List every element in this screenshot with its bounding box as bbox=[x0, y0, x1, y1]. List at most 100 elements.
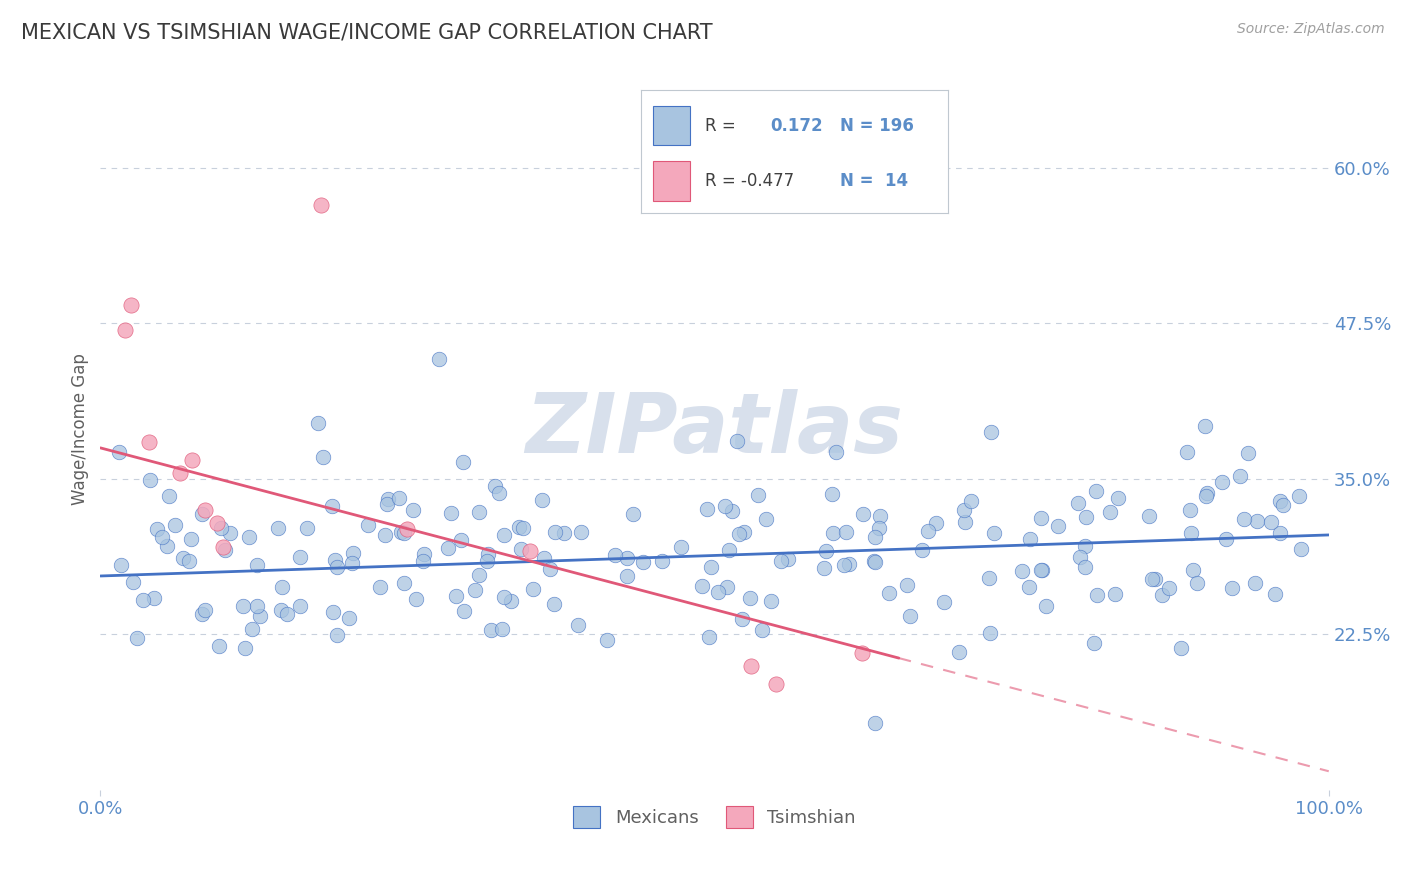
Point bbox=[522, 582, 544, 596]
Point bbox=[132, 593, 155, 607]
Point bbox=[896, 578, 918, 592]
Point bbox=[238, 530, 260, 544]
Point bbox=[475, 554, 498, 568]
Point bbox=[1220, 581, 1243, 595]
Point bbox=[1018, 532, 1040, 546]
Point bbox=[233, 640, 256, 655]
Point bbox=[696, 502, 718, 516]
Point bbox=[1288, 489, 1310, 503]
Point bbox=[765, 677, 787, 691]
Point bbox=[108, 444, 131, 458]
Point bbox=[295, 521, 318, 535]
Point bbox=[1074, 510, 1097, 524]
Point bbox=[1067, 496, 1090, 510]
Point bbox=[1215, 532, 1237, 546]
Point bbox=[519, 544, 541, 558]
Point bbox=[375, 497, 398, 511]
Point bbox=[231, 599, 253, 614]
Point bbox=[402, 503, 425, 517]
Point bbox=[697, 630, 720, 644]
Point bbox=[209, 521, 232, 535]
Point bbox=[484, 479, 506, 493]
Point bbox=[468, 505, 491, 519]
Point bbox=[1018, 580, 1040, 594]
Point bbox=[1264, 587, 1286, 601]
Point bbox=[953, 515, 976, 529]
Point bbox=[214, 542, 236, 557]
Point bbox=[1236, 446, 1258, 460]
Point bbox=[290, 549, 312, 564]
Point bbox=[499, 594, 522, 608]
Point bbox=[340, 556, 363, 570]
Point bbox=[405, 591, 427, 606]
Point bbox=[450, 533, 472, 548]
Point bbox=[271, 580, 294, 594]
Point bbox=[544, 524, 567, 539]
Point bbox=[868, 521, 890, 535]
Point bbox=[357, 517, 380, 532]
Point bbox=[157, 489, 180, 503]
Point bbox=[569, 525, 592, 540]
Point bbox=[392, 576, 415, 591]
Point bbox=[731, 612, 754, 626]
Point bbox=[191, 607, 214, 621]
Point bbox=[396, 522, 419, 536]
Point bbox=[311, 450, 333, 464]
Point bbox=[326, 628, 349, 642]
Point bbox=[437, 541, 460, 555]
Point bbox=[869, 509, 891, 524]
Point bbox=[852, 507, 875, 521]
Point bbox=[181, 453, 204, 467]
Point bbox=[464, 582, 486, 597]
Point bbox=[759, 594, 782, 608]
Point bbox=[156, 539, 179, 553]
Point bbox=[267, 521, 290, 535]
Point bbox=[952, 503, 974, 517]
Point bbox=[813, 561, 835, 575]
Point bbox=[488, 486, 510, 500]
Point bbox=[651, 554, 673, 568]
Point bbox=[863, 716, 886, 731]
Point bbox=[740, 658, 762, 673]
Point bbox=[727, 527, 749, 541]
Point bbox=[1178, 502, 1201, 516]
Point bbox=[494, 591, 516, 605]
Point bbox=[1211, 475, 1233, 490]
Point bbox=[707, 585, 730, 599]
Point bbox=[172, 550, 194, 565]
Point bbox=[1144, 572, 1167, 586]
Point bbox=[138, 434, 160, 449]
Point bbox=[388, 491, 411, 505]
Point bbox=[538, 562, 561, 576]
Point bbox=[444, 589, 467, 603]
Point bbox=[322, 605, 344, 619]
Point bbox=[747, 488, 769, 502]
Point bbox=[851, 646, 873, 660]
Point bbox=[389, 525, 412, 540]
Point bbox=[146, 522, 169, 536]
Point bbox=[979, 625, 1001, 640]
Text: MEXICAN VS TSIMSHIAN WAGE/INCOME GAP CORRELATION CHART: MEXICAN VS TSIMSHIAN WAGE/INCOME GAP COR… bbox=[21, 22, 713, 42]
Point bbox=[121, 574, 143, 589]
Point bbox=[1087, 588, 1109, 602]
Point bbox=[326, 560, 349, 574]
Point bbox=[983, 525, 1005, 540]
Point bbox=[832, 558, 855, 573]
Point bbox=[879, 586, 901, 600]
Point bbox=[1268, 526, 1291, 541]
Point bbox=[1170, 641, 1192, 656]
Point bbox=[948, 645, 970, 659]
Point bbox=[631, 555, 654, 569]
Point bbox=[898, 608, 921, 623]
Point bbox=[835, 524, 858, 539]
Point bbox=[1107, 491, 1129, 506]
Point bbox=[276, 607, 298, 621]
Point bbox=[1244, 576, 1267, 591]
Point bbox=[194, 603, 217, 617]
Point bbox=[412, 554, 434, 568]
Point bbox=[1046, 518, 1069, 533]
Point bbox=[311, 198, 333, 212]
Point bbox=[1011, 564, 1033, 578]
Point bbox=[491, 622, 513, 636]
Point bbox=[960, 494, 983, 508]
